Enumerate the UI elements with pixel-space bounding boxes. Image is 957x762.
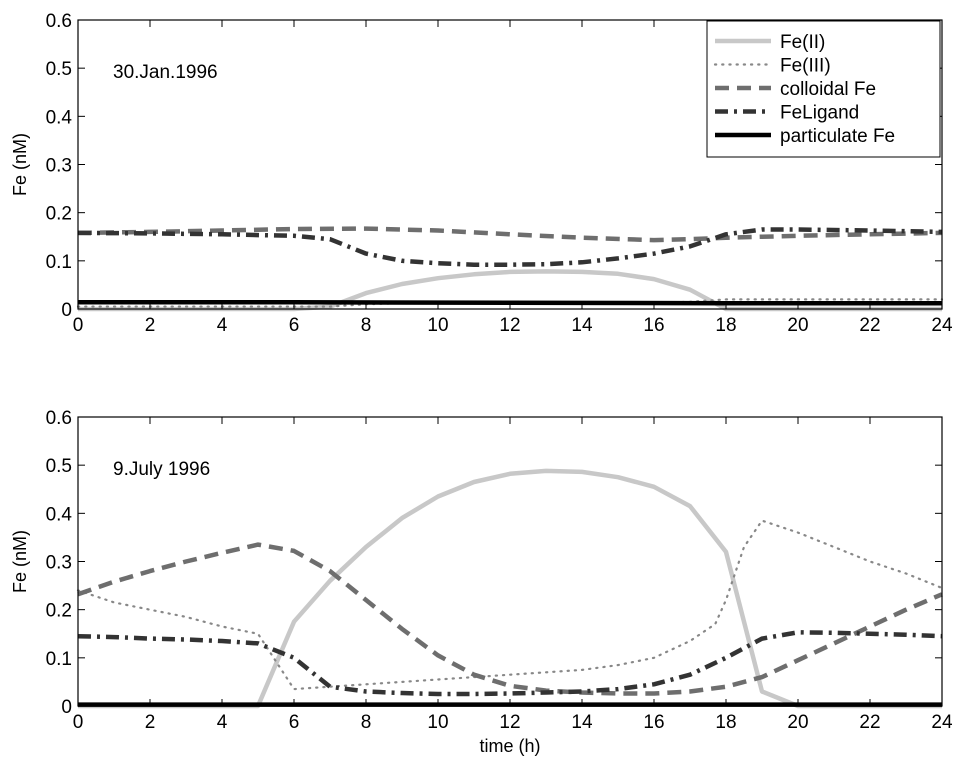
series-line-fe-iii	[76, 519, 944, 691]
y-tick-label: 0.3	[46, 553, 72, 574]
x-tick-label: 8	[361, 712, 372, 733]
x-tick-label: 6	[289, 315, 300, 336]
legend-label-fe-ii: Fe(II)	[780, 32, 825, 53]
top-panel-date-annotation: 30.Jan.1996	[113, 62, 218, 83]
x-tick-label: 14	[571, 315, 593, 336]
y-tick-label: 0.2	[46, 601, 72, 622]
x-tick-label: 16	[643, 712, 664, 733]
top-panel-jan-1996: 0 2 4 6 8 10 12 14 16 18 20 22 2400.10.20.30.40.50.6…	[10, 11, 953, 336]
x-tick-label: 2	[145, 315, 156, 336]
top-panel-y-axis-label: Fe (nM)	[10, 133, 30, 196]
y-tick-label: 0.5	[46, 59, 72, 80]
legend-label-particulate-fe: particulate Fe	[780, 126, 895, 147]
x-tick-label: 24	[931, 315, 953, 336]
bottom-panel-y-axis-label: Fe (nM)	[10, 530, 30, 593]
bottom-panel-jul-1996: 0 2 4 6 8 10 12 14 16 18 20 22 2400.10.20.30.40.50.6…	[10, 408, 953, 756]
x-tick-label: 20	[787, 315, 808, 336]
x-tick-label: 6	[289, 712, 300, 733]
x-tick-label: 2	[145, 712, 156, 733]
y-tick-label: 0.3	[46, 156, 72, 177]
x-tick-label: 16	[643, 315, 664, 336]
x-tick-label: 20	[787, 712, 808, 733]
y-tick-label: 0.5	[46, 456, 72, 477]
x-tick-label: 8	[361, 315, 372, 336]
y-tick-label: 0	[61, 697, 72, 718]
y-tick-label: 0.1	[46, 649, 72, 670]
series-line-colloidal-fe	[77, 226, 943, 243]
legend-label-colloidal-fe: colloidal Fe	[780, 79, 876, 100]
x-tick-label: 18	[715, 712, 736, 733]
bottom-panel-date-annotation: 9.July 1996	[113, 459, 210, 480]
x-tick-label: 10	[427, 315, 448, 336]
legend-label-feligand: FeLigand	[780, 103, 859, 124]
y-tick-label: 0.6	[46, 11, 72, 32]
y-tick-label: 0.4	[46, 504, 73, 525]
series-line-fe-ii	[78, 269, 942, 312]
y-tick-label: 0.2	[46, 204, 72, 225]
x-tick-label: 0	[73, 315, 84, 336]
x-tick-label: 18	[715, 315, 736, 336]
series-line-feligand	[77, 630, 943, 697]
x-tick-label: 22	[859, 315, 880, 336]
x-tick-label: 10	[427, 712, 448, 733]
x-tick-label: 12	[499, 712, 520, 733]
legend-label-fe-iii: Fe(III)	[780, 56, 831, 77]
x-tick-label: 14	[571, 712, 593, 733]
series-line-feligand	[77, 227, 943, 267]
series-line-fe-ii	[78, 468, 942, 709]
y-tick-label: 0.6	[46, 408, 72, 429]
x-tick-label: 4	[217, 315, 228, 336]
y-tick-label: 0	[61, 300, 72, 321]
x-tick-label: 12	[499, 315, 520, 336]
y-tick-label: 0.1	[46, 252, 72, 273]
x-tick-label: 22	[859, 712, 880, 733]
bottom-panel-x-axis-label: time (h)	[479, 736, 540, 756]
series-line-colloidal-fe	[77, 542, 943, 696]
x-tick-label: 0	[73, 712, 84, 733]
y-tick-label: 0.4	[46, 107, 73, 128]
x-tick-label: 4	[217, 712, 228, 733]
x-tick-label: 24	[931, 712, 953, 733]
legend: Fe(II) Fe(III)colloidal Fe FeLigandparticu…	[706, 20, 941, 158]
